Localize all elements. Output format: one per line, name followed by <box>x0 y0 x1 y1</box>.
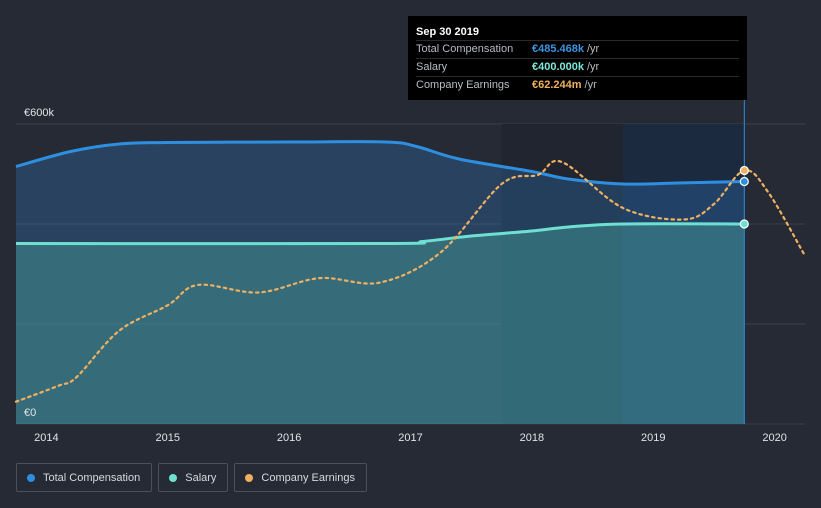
total-compensation-marker <box>739 176 749 187</box>
salary-marker <box>739 219 749 229</box>
compensation-chart: €600k €0 2014 2015 2016 2017 2018 2019 2020 <box>14 100 807 444</box>
tooltip-value: €400.000k <box>532 61 584 73</box>
legend-item-company-earnings[interactable]: Company Earnings <box>234 463 367 492</box>
tooltip-date: Sep 30 2019 <box>416 26 479 38</box>
highlight-markers <box>739 165 749 229</box>
legend-dot-icon <box>27 473 35 482</box>
legend-dot-icon <box>245 473 254 482</box>
tooltip-row-salary: Salary €400.000k /yr <box>416 58 739 76</box>
y-tick-label: €0 <box>24 407 36 419</box>
company-earnings-marker <box>739 165 749 176</box>
y-tick-label: €600k <box>24 107 54 119</box>
legend-item-total-compensation[interactable]: Total Compensation <box>16 463 153 492</box>
legend-dot-icon <box>169 473 178 482</box>
tooltip-label: Total Compensation <box>416 43 514 55</box>
tooltip-unit: /yr <box>587 61 600 73</box>
x-tick-label: 2015 <box>155 432 179 444</box>
tooltip-value: €485.468k <box>532 43 584 55</box>
salary-area <box>16 223 745 424</box>
chart-lines <box>14 140 807 403</box>
legend-label: Company Earnings <box>261 471 355 484</box>
legend-item-salary[interactable]: Salary <box>158 463 229 492</box>
tooltip-label: Salary <box>416 61 448 73</box>
chart-shaded-region <box>501 124 623 424</box>
forecast-region <box>622 124 745 424</box>
salary-line <box>15 222 745 246</box>
x-tick-label: 2017 <box>398 432 422 444</box>
chart-legend: Total Compensation Salary Company Earnin… <box>16 463 367 492</box>
tooltip-row-total-compensation: Total Compensation €485.468k /yr <box>416 40 739 58</box>
x-tick-label: 2014 <box>34 432 58 444</box>
x-tick-label: 2016 <box>277 432 301 444</box>
x-tick-label: 2019 <box>641 432 665 444</box>
tooltip-row-company-earnings: Company Earnings €62.244m /yr <box>416 76 739 94</box>
tooltip-value: €62.244m <box>532 79 582 91</box>
tooltip: Sep 30 2019 Total Compensation €485.468k… <box>408 16 747 100</box>
axis-labels: €600k €0 2014 2015 2016 2017 2018 2019 2020 <box>24 107 787 444</box>
legend-label: Salary <box>185 471 217 484</box>
total-compensation-line <box>15 140 745 186</box>
company-earnings-line <box>14 159 807 403</box>
x-tick-label: 2020 <box>762 432 786 444</box>
tooltip-label: Company Earnings <box>416 79 510 91</box>
x-tick-label: 2018 <box>520 432 544 444</box>
tooltip-unit: /yr <box>587 43 600 55</box>
legend-label: Total Compensation <box>43 471 141 484</box>
tooltip-unit: /yr <box>584 79 597 91</box>
